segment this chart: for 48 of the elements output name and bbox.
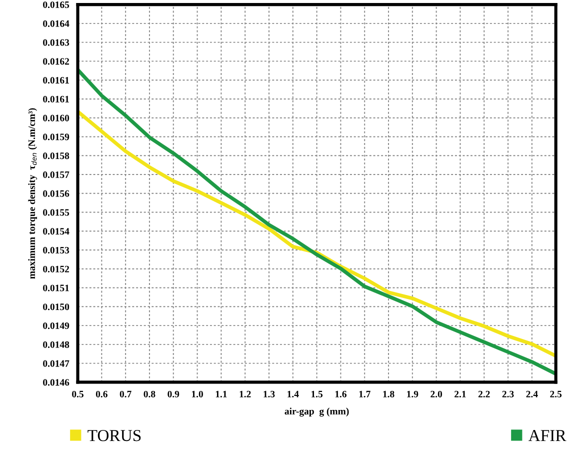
y-tick-label: 0.0160	[43, 114, 70, 122]
x-tick-label: 0.9	[168, 390, 180, 398]
legend-label: AFIR	[528, 430, 566, 441]
line-series	[78, 110, 556, 358]
x-tick-label: 1.1	[216, 390, 227, 398]
x-tick-label: 2.4	[526, 390, 538, 398]
x-tick-label: 1.6	[335, 390, 346, 398]
line-series	[78, 68, 556, 376]
x-tick-label: 1.0	[192, 390, 203, 398]
y-tick-label: 0.0155	[43, 209, 70, 216]
y-tick-label: 0.0152	[43, 266, 70, 272]
y-tick-label: 0.0161	[43, 96, 69, 102]
y-tick-label: 0.0148	[43, 341, 70, 348]
y-tick-label: 0.0159	[43, 134, 70, 140]
y-tick-label: 0.0153	[43, 246, 70, 254]
x-tick-label: 2.0	[430, 390, 442, 398]
y-tick-label: 0.0150	[43, 304, 70, 310]
y-tick-label: 0.0156	[43, 190, 70, 197]
x-tick-label: 2.3	[502, 390, 514, 398]
x-axis-title: air-gap g (mm)	[284, 408, 349, 417]
y-tick-label: 0.0162	[43, 58, 70, 65]
y-tick-label: 0.0164	[43, 20, 70, 27]
x-tick-label: 1.4	[288, 390, 299, 398]
x-tick-label: 1.3	[264, 390, 275, 398]
y-tick-label: 0.0151	[43, 284, 69, 292]
y-axis-title: maximum torque density τ$_{den}$ (N.m/cm³)	[28, 108, 38, 279]
y-tick-label: 0.0149	[43, 322, 70, 330]
x-tick-label: 2.1	[454, 390, 466, 398]
y-tick-label: 0.0165	[43, 1, 70, 8]
x-tick-label: 1.7	[359, 390, 370, 398]
x-tick-label: 0.6	[96, 390, 108, 398]
y-tick-label: 0.0158	[43, 152, 70, 160]
x-tick-label: 1.5	[312, 390, 323, 398]
legend-label: TORUS	[88, 430, 141, 442]
x-tick-label: 0.8	[144, 390, 156, 398]
y-tick-label: 0.0147	[43, 360, 70, 367]
y-tick-label: 0.0146	[43, 379, 70, 386]
y-tick-label: 0.0161	[43, 76, 69, 84]
x-tick-label: 0.5	[72, 390, 84, 398]
x-tick-label: 0.7	[120, 390, 132, 398]
x-tick-label: 1.9	[407, 390, 418, 398]
x-tick-label: 2.5	[550, 390, 562, 398]
y-tick-label: 0.0154	[43, 228, 70, 235]
y-tick-label: 0.0157	[43, 171, 70, 178]
y-tick-label: 0.0163	[43, 39, 70, 46]
x-tick-label: 1.8	[383, 390, 394, 398]
x-tick-label: 1.2	[240, 390, 251, 398]
x-tick-label: 2.2	[478, 390, 490, 398]
